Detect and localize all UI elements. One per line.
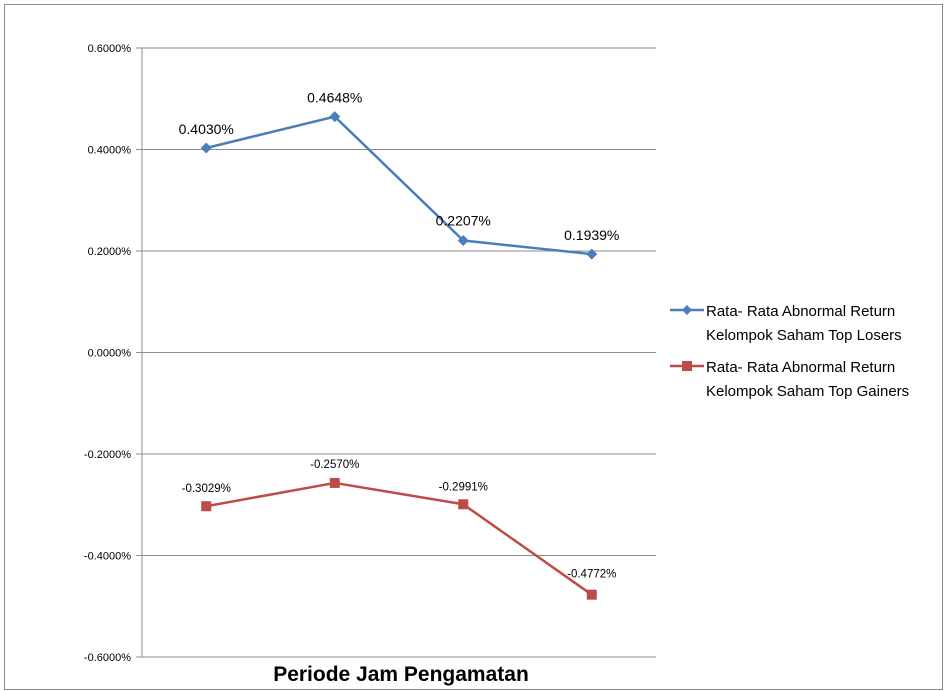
data-label: -0.2570% bbox=[310, 459, 359, 471]
legend-entry-label: Rata- Rata Abnormal Return bbox=[706, 359, 895, 376]
gridlines bbox=[136, 47, 656, 658]
y-tick-label: 0.4000% bbox=[88, 145, 132, 157]
y-tick-labels: 0.6000% 0.4000% 0.2000% 0.0000% -0.2000% -0.4… bbox=[84, 43, 131, 664]
y-tick-label: 0.6000% bbox=[88, 43, 132, 55]
data-label: 0.1939% bbox=[564, 227, 619, 243]
series-line-2 bbox=[206, 481, 593, 596]
data-label: 0.4648% bbox=[307, 90, 362, 106]
data-label: -0.2991% bbox=[439, 481, 488, 493]
series-line-1 bbox=[205, 115, 592, 256]
legend-entry-label: Rata- Rata Abnormal Return bbox=[706, 303, 895, 320]
y-tick-label: -0.4000% bbox=[84, 551, 131, 563]
legend-entry-label: Kelompok Saham Top Losers bbox=[706, 327, 902, 344]
data-point-square bbox=[201, 501, 212, 512]
data-point-diamond bbox=[457, 234, 469, 246]
data-point-square bbox=[586, 589, 597, 600]
x-axis-label: Periode Jam Pengamatan bbox=[273, 663, 529, 686]
y-tick-label: -0.6000% bbox=[84, 652, 131, 664]
data-point-square bbox=[329, 477, 340, 488]
data-labels: 0.4030% 0.4648% 0.2207% 0.1939% -0.3029% -0.2… bbox=[179, 90, 620, 581]
legend-entry-label: Kelompok Saham Top Gainers bbox=[706, 383, 909, 400]
data-point-diamond bbox=[586, 248, 598, 260]
data-point-square bbox=[458, 499, 469, 510]
data-label: 0.4030% bbox=[179, 121, 234, 137]
chart-frame: 0.6000% 0.4000% 0.2000% 0.0000% -0.2000% -0.4… bbox=[4, 4, 943, 690]
data-point-diamond bbox=[329, 111, 341, 123]
legend-marker-diamond bbox=[682, 305, 692, 315]
series-lines bbox=[200, 111, 598, 600]
data-point-diamond bbox=[200, 142, 212, 154]
y-tick-label: 0.0000% bbox=[88, 348, 132, 360]
data-label: 0.2207% bbox=[436, 212, 491, 228]
y-tick-label: 0.2000% bbox=[88, 246, 132, 258]
line-chart: 0.6000% 0.4000% 0.2000% 0.0000% -0.2000% -0.4… bbox=[84, 43, 909, 686]
data-label: -0.4772% bbox=[567, 569, 616, 581]
y-tick-label: -0.2000% bbox=[84, 449, 131, 461]
legend-marker-square bbox=[682, 361, 692, 371]
data-label: -0.3029% bbox=[182, 483, 231, 495]
legend: Rata- Rata Abnormal Return Kelompok Saham… bbox=[670, 303, 909, 400]
